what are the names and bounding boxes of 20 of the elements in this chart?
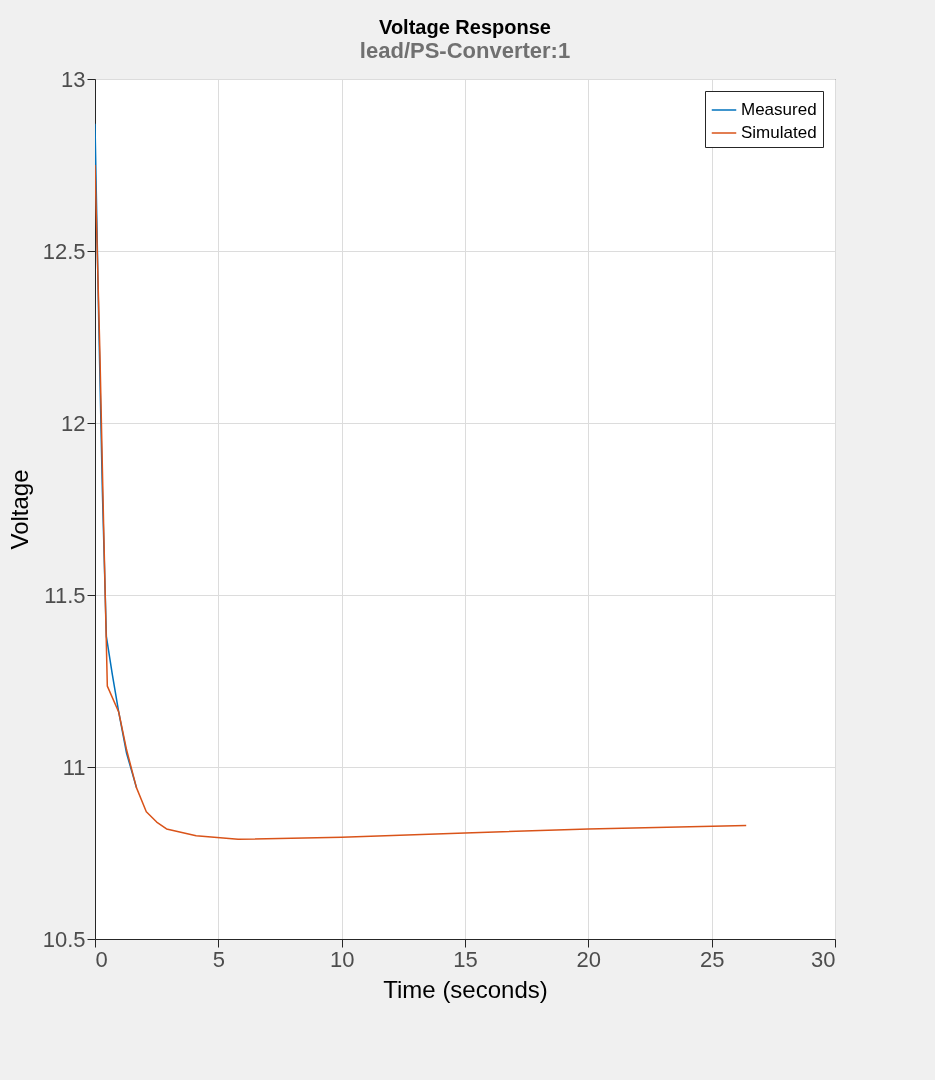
x-tick-label: 5 (212, 946, 225, 972)
legend-label: Measured (741, 100, 817, 119)
y-tick-label: 12.5 (42, 238, 86, 264)
y-axis-title: Voltage (5, 469, 33, 550)
chart-title: Voltage Response (379, 16, 551, 38)
legend-label: Simulated (741, 123, 817, 142)
y-tick-label: 12 (61, 410, 86, 436)
x-tick-label: 20 (576, 946, 602, 972)
chart-subtitle: lead/PS-Converter:1 (359, 38, 571, 63)
y-tick-label: 10.5 (42, 926, 86, 952)
line-series (95, 164, 747, 840)
x-tick-label: 25 (699, 946, 725, 972)
y-tick-label: 11.5 (44, 582, 86, 608)
x-tick-label: 10 (329, 946, 355, 972)
x-tick-label: 30 (811, 946, 836, 972)
x-axis-title: Time (seconds) (383, 975, 548, 1003)
x-tick-label: 0 (95, 946, 108, 972)
y-tick-label: 13 (61, 66, 86, 92)
y-tick-label: 11 (62, 754, 86, 780)
x-tick-label: 15 (453, 946, 478, 972)
